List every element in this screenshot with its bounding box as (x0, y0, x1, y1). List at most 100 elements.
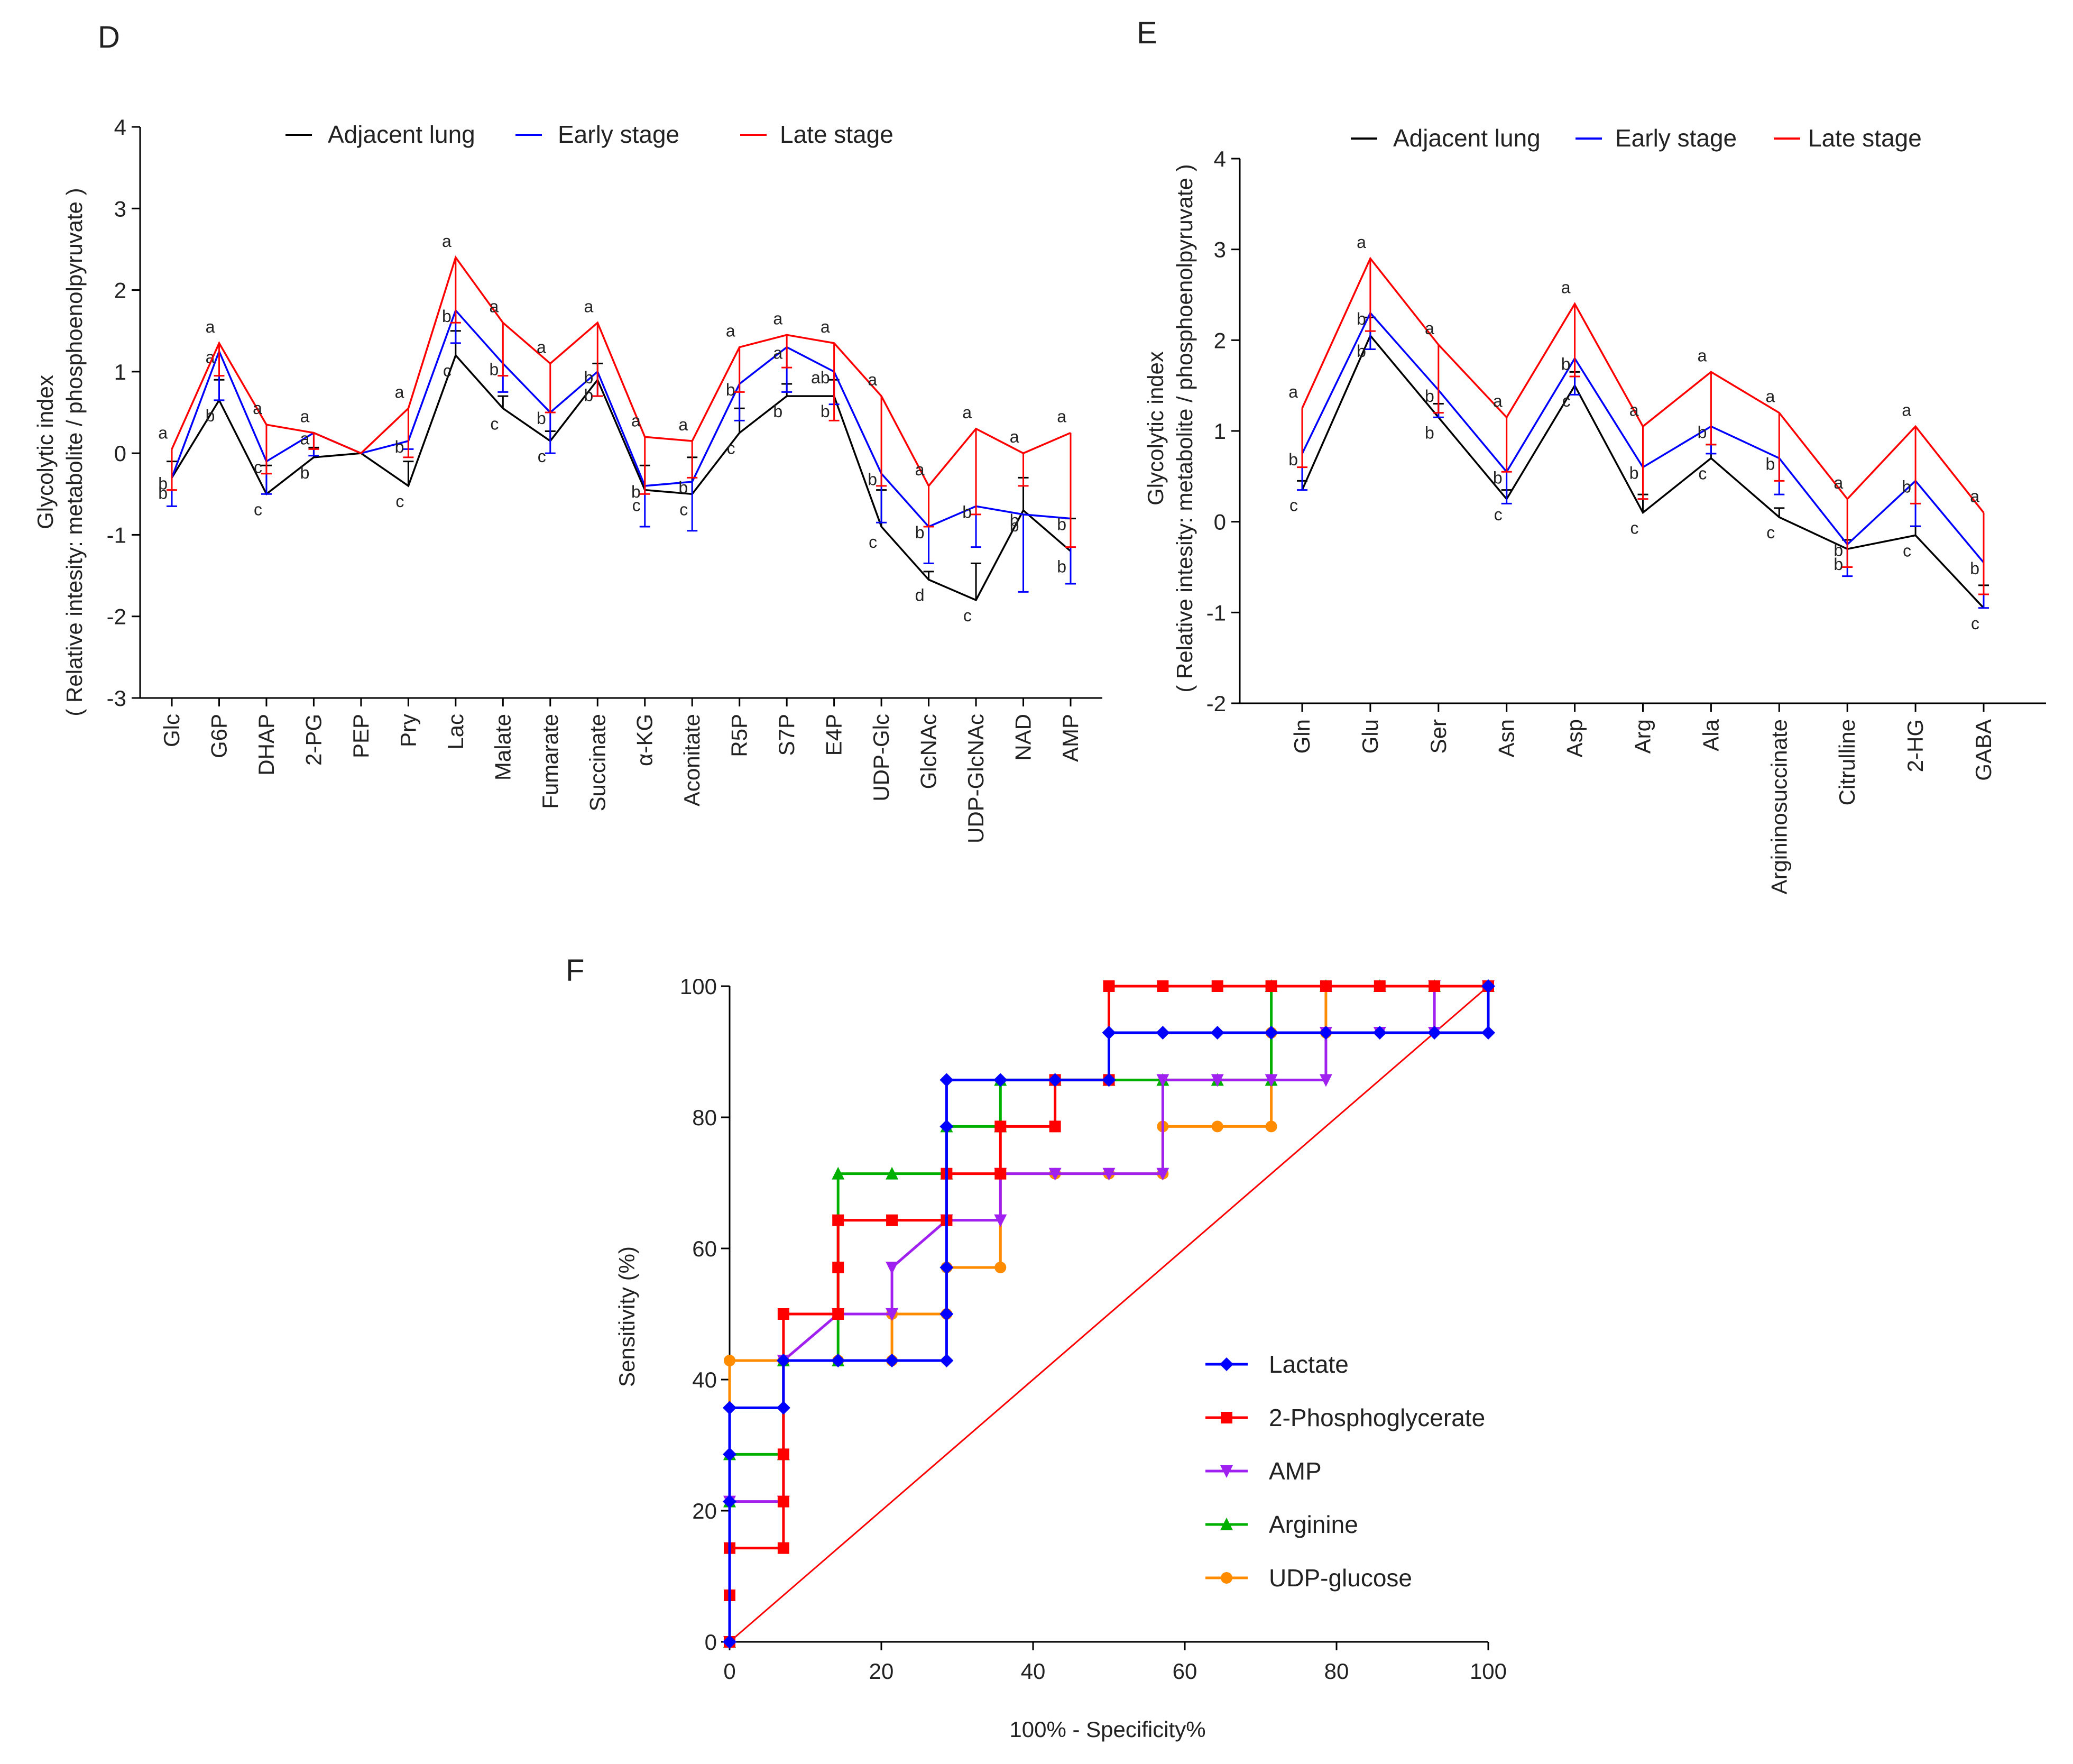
panel-d-sig-label: c (679, 500, 688, 519)
panel-f-x-tick-label: 40 (1021, 1659, 1046, 1684)
panel-d-sig-label: a (584, 297, 593, 316)
panel-d-y-tick-label: -3 (107, 686, 126, 711)
panel-f-point-amp (1156, 1074, 1169, 1087)
panel-f-x-tick-label: 60 (1173, 1659, 1197, 1684)
panel-e-sig-label: b (1698, 422, 1707, 442)
panel-d-sig-label: c (443, 361, 452, 380)
panel-f-point-lactate (1481, 979, 1495, 993)
panel-d-sig-label: a (442, 232, 452, 251)
panel-d-x-tick-label: UDP-Glc (869, 714, 893, 802)
panel-f-y-tick-label: 80 (692, 1105, 717, 1130)
panel-d-ylabel-line1: Glycolytic index (33, 375, 58, 529)
panel-e-y-tick-label: -1 (1206, 600, 1226, 625)
panel-d-sig-label: b (868, 470, 877, 489)
panel-d-sig-label: a (868, 370, 877, 389)
panel-e-sig-label: c (1698, 464, 1707, 483)
panel-d-sig-label: b (206, 406, 215, 425)
panel-d-x-tick-label: Glc (159, 714, 184, 747)
panel-f: Sensitivity (%) 100% - Specificity% 0 20 4… (614, 974, 1507, 1742)
panel-f-xlabel: 100% - Specificity% (1009, 1717, 1205, 1742)
panel-f-point-lactate (831, 1354, 845, 1368)
panel-f-point-amp (1319, 1074, 1332, 1087)
legend-label-lactate: Lactate (1269, 1350, 1349, 1378)
panel-e-x-tick-label: Citrulline (1835, 719, 1859, 805)
panel-d-sig-label: ab (811, 368, 830, 387)
legend-label-late-stage-e: Late stage (1808, 124, 1922, 152)
panel-e-sig-label: a (1288, 382, 1298, 401)
legend-marker-arginine (1220, 1518, 1233, 1530)
panel-e-sig-label: b (1902, 477, 1911, 496)
panel-e-y-tick-label: 4 (1214, 146, 1226, 171)
panel-e-sig-label: c (1630, 519, 1639, 538)
panel-d-x-tick-label: Aconitate (679, 714, 704, 806)
panel-d-line-late-stage (171, 255, 1071, 488)
panel-e-sig-label: b (1425, 387, 1434, 406)
panel-f-point-arginine (832, 1166, 845, 1180)
panel-d: Glycolytic index ( Relative intesity: me… (33, 115, 1102, 843)
panel-d-sig-label: a (821, 317, 830, 336)
legend-marker-udp-glucose (1221, 1572, 1232, 1584)
panel-e-x-tick-label: Gln (1289, 719, 1314, 754)
panel-e: Glycolytic index ( Relative intesity: me… (1143, 124, 2046, 895)
panel-d-x-tick-label: NAD (1011, 714, 1036, 761)
panel-f-y-tick-label: 0 (705, 1630, 717, 1655)
panel-f-point-2-phosphoglycerate (832, 1308, 844, 1320)
panel-d-sig-label: b (821, 402, 830, 421)
panel-e-sig-label: c (1494, 505, 1503, 524)
panel-f-x-tick-label: 80 (1324, 1659, 1349, 1684)
panel-f-point-2-phosphoglycerate (777, 1542, 789, 1554)
panel-e-y-tick-label: 3 (1214, 237, 1226, 262)
panel-f-point-lactate (1481, 1026, 1495, 1040)
panel-d-sig-label: a (1010, 427, 1019, 446)
panel-f-point-2-phosphoglycerate (777, 1448, 789, 1460)
panel-d-sig-label: b (726, 380, 735, 399)
panel-e-x-tick-label: Arg (1630, 719, 1655, 754)
panel-e-x-tick-label: Asn (1494, 719, 1519, 757)
panel-d-sig-label: a (253, 399, 262, 418)
panel-e-sig-label: a (1698, 346, 1707, 365)
panel-d-sig-label: a (678, 415, 688, 434)
panel-d-sig-label: b (584, 368, 593, 387)
legend-marker-lactate (1220, 1357, 1233, 1371)
panel-e-sig-label: a (1425, 319, 1434, 338)
panel-f-point-udp-glucose (1211, 1120, 1223, 1133)
panel-d-sig-label: a (915, 460, 925, 479)
panel-f-point-lactate (776, 1401, 790, 1415)
panel-d-sig-label: b (678, 478, 688, 497)
panel-f-point-2-phosphoglycerate (994, 1168, 1007, 1180)
panel-f-point-udp-glucose (1265, 1120, 1277, 1133)
panel-d-x-tick-label: Succinate (585, 714, 610, 811)
panel-d-sig-label: c (727, 439, 735, 458)
panel-e-x-tick-label: 2-HG (1903, 719, 1928, 772)
panel-f-point-2-phosphoglycerate (1103, 980, 1115, 992)
panel-e-sig-label: b (1834, 555, 1843, 574)
panel-e-sig-label: a (1834, 473, 1843, 492)
panel-f-point-2-phosphoglycerate (777, 1495, 789, 1508)
panel-e-x-tick-label: Glu (1358, 719, 1383, 754)
panel-f-point-2-phosphoglycerate (1429, 980, 1441, 992)
panel-f-point-amp (886, 1261, 899, 1274)
panel-d-y-tick-label: 1 (114, 360, 126, 384)
panel-f-point-lactate (939, 1119, 954, 1134)
panel-d-sig-label: b (537, 409, 546, 428)
panel-d-sig-label: c (963, 606, 972, 625)
panel-e-sig-label: b (1970, 559, 1979, 578)
panel-d-sig-label: a (206, 347, 215, 366)
panel-d-sig-label: c (490, 414, 499, 433)
panel-letter-f: F (566, 953, 584, 988)
panel-f-y-tick-label: 20 (692, 1499, 717, 1523)
panel-e-x-tick-label: GABA (1971, 719, 1996, 781)
panel-letter-d: D (98, 20, 120, 54)
panel-d-sig-label: b (300, 463, 310, 482)
panel-d-y-tick-label: 2 (114, 278, 126, 303)
panel-f-point-arginine (886, 1166, 899, 1180)
panel-f-point-lactate (723, 1401, 736, 1415)
panel-d-y-tick-label: 3 (114, 196, 126, 221)
panel-d-x-tick-label: GlcNAc (916, 714, 941, 789)
panel-f-legend: Lactate 2-Phosphoglycerate AMP Arginine UDP-… (1205, 1350, 1485, 1592)
panel-f-point-lactate (939, 1354, 954, 1368)
panel-d-sig-label: a (395, 382, 404, 401)
